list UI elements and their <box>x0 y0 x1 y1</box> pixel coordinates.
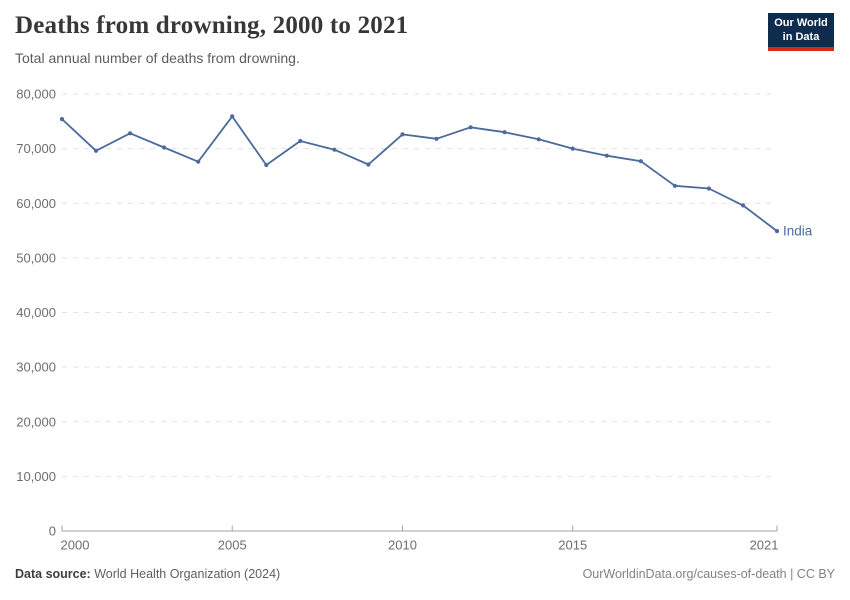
data-point[interactable] <box>298 138 303 144</box>
x-axis-label: 2010 <box>388 538 417 553</box>
data-point[interactable] <box>366 162 371 167</box>
owid-logo-line1: Our World <box>774 17 828 29</box>
y-axis-label: 30,000 <box>16 360 56 375</box>
data-source: Data source: World Health Organization (… <box>15 567 280 581</box>
data-point[interactable] <box>264 162 269 168</box>
owid-logo[interactable]: Our World in Data <box>768 13 834 51</box>
y-axis-label: 60,000 <box>16 196 56 211</box>
series-label[interactable]: India <box>783 224 813 239</box>
data-point[interactable] <box>196 159 201 164</box>
data-point[interactable] <box>434 136 439 141</box>
data-point[interactable] <box>672 183 678 188</box>
owid-logo-line2: in Data <box>782 30 820 43</box>
data-point[interactable] <box>740 203 746 208</box>
y-axis-label: 10,000 <box>16 469 56 484</box>
data-point[interactable] <box>59 117 65 122</box>
line-chart: 0 10,000 20,000 30,000 40,000 50,000 60,000 70,… <box>16 87 813 553</box>
y-axis-label: 80,000 <box>16 87 56 102</box>
data-point[interactable] <box>706 186 712 191</box>
data-source-value: World Health Organization (2024) <box>94 567 281 581</box>
series-line[interactable] <box>61 115 778 232</box>
data-source-label: Data source: <box>15 567 91 581</box>
data-point[interactable] <box>502 130 507 135</box>
data-point[interactable] <box>604 153 609 158</box>
y-axis-label: 70,000 <box>16 141 56 156</box>
y-axis-label: 0 <box>49 524 56 539</box>
data-point[interactable] <box>638 159 643 164</box>
y-axis-label: 40,000 <box>16 305 56 320</box>
x-axis-label: 2015 <box>558 538 587 553</box>
data-point[interactable] <box>468 125 473 130</box>
data-point[interactable] <box>162 145 167 150</box>
chart-footer: Data source: World Health Organization (… <box>15 567 835 581</box>
data-point[interactable] <box>570 146 575 151</box>
x-axis-label: 2000 <box>61 538 90 553</box>
data-point[interactable] <box>93 148 99 153</box>
x-axis-label: 2021 <box>750 538 779 553</box>
data-point[interactable] <box>128 131 133 136</box>
y-axis-label: 50,000 <box>16 250 56 265</box>
credit-link[interactable]: OurWorldinData.org/causes-of-death | CC … <box>582 567 835 581</box>
data-point[interactable] <box>400 132 405 137</box>
data-point[interactable] <box>332 147 337 152</box>
chart-title: Deaths from drowning, 2000 to 2021 <box>15 12 409 39</box>
data-point[interactable] <box>536 137 541 142</box>
y-axis-label: 20,000 <box>16 414 56 429</box>
data-point[interactable] <box>774 229 780 234</box>
data-point[interactable] <box>230 114 235 119</box>
chart-subtitle: Total annual number of deaths from drown… <box>15 50 300 66</box>
x-axis-label: 2005 <box>218 538 247 553</box>
